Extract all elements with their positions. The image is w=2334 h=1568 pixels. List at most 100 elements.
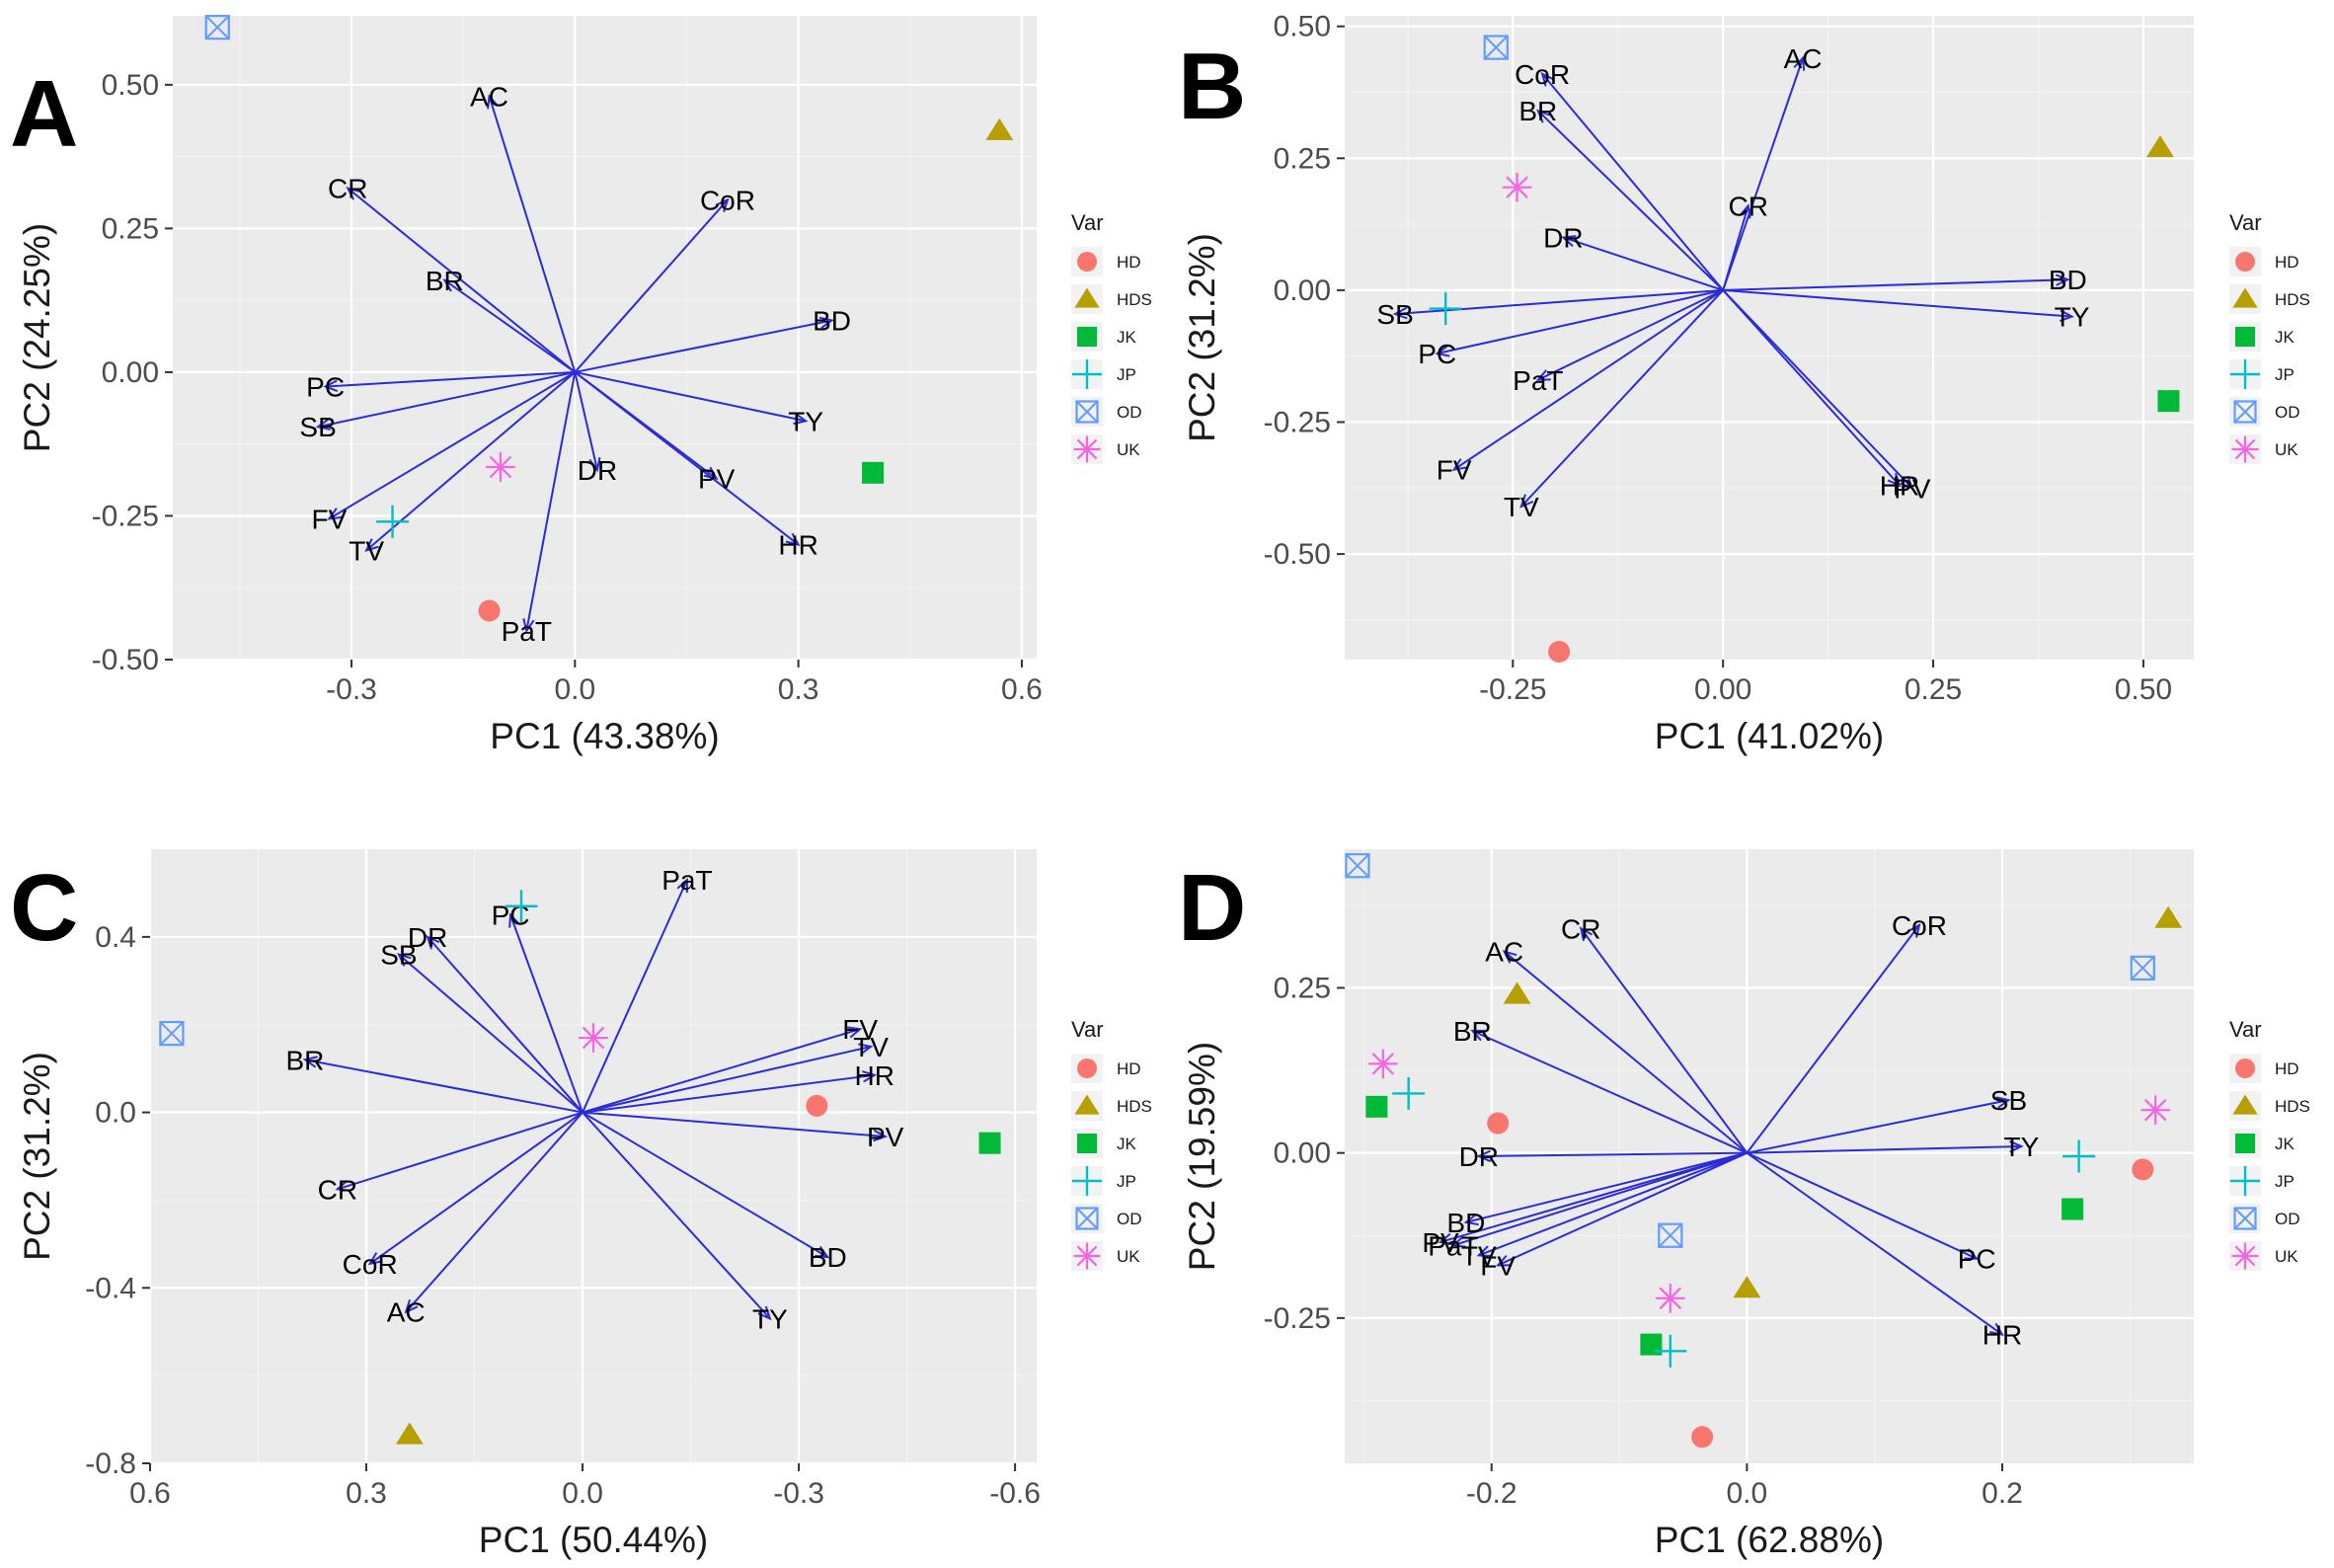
legend-key-uk xyxy=(2231,1242,2259,1270)
legend: Var HD HDS JK JP OD UK xyxy=(2229,210,2310,464)
point-hds xyxy=(1733,1276,1761,1298)
legend-label: HDS xyxy=(1117,1097,1152,1116)
point-jp xyxy=(505,890,538,923)
variable-label-fv: FV xyxy=(1480,1250,1516,1281)
legend-item-jk: JK xyxy=(1071,1129,1137,1158)
arrow-dr xyxy=(426,935,584,1114)
grid xyxy=(1345,16,2194,660)
legend-item-hds: HDS xyxy=(2229,1091,2310,1121)
legend-label: HD xyxy=(1117,253,1141,272)
legend-item-uk: UK xyxy=(1071,434,1140,464)
legend-label: UK xyxy=(2275,1247,2298,1266)
y-axis-title: PC2 (31.2%) xyxy=(1182,233,1222,442)
legend: Var HD HDS JK JP OD UK xyxy=(1071,1017,1152,1271)
variable-label-pc: PC xyxy=(492,901,530,931)
arrow-cor xyxy=(367,1111,584,1266)
point-jk xyxy=(862,461,885,484)
y-tick-label: -0.25 xyxy=(1264,1302,1331,1335)
variable-label-tv: TV xyxy=(1461,1240,1497,1271)
arrow-dr xyxy=(1561,235,1724,291)
x-axis-title: PC1 (62.88%) xyxy=(1655,1520,1884,1560)
variable-label-ac: AC xyxy=(1784,43,1823,74)
legend-key-hds xyxy=(2232,287,2258,308)
x-tick-label: 0.00 xyxy=(1694,673,1751,706)
legend-item-uk: UK xyxy=(1071,1241,1140,1271)
y-axis-title: PC2 (31.2%) xyxy=(17,1052,57,1261)
variable-label-pv: PV xyxy=(867,1122,904,1152)
y-tick-label: -0.25 xyxy=(92,500,159,532)
y-tick-label: -0.8 xyxy=(85,1448,136,1480)
panel-letter: C xyxy=(10,855,78,961)
panel-letter: B xyxy=(1178,34,1246,139)
point-uk xyxy=(1367,1049,1398,1079)
variable-label-sb: SB xyxy=(380,940,417,971)
y-tick-label: 0.25 xyxy=(1274,142,1331,175)
arrow-pat xyxy=(1450,1151,1748,1248)
legend-title: Var xyxy=(2229,210,2262,235)
arrow-cr xyxy=(1579,926,1749,1154)
legend-key-od xyxy=(1075,400,1099,424)
variable-label-fv: FV xyxy=(1437,455,1472,486)
y-tick-label: -0.50 xyxy=(1264,538,1331,571)
variable-label-sb: SB xyxy=(1990,1085,2027,1116)
legend-label: JK xyxy=(1117,1135,1137,1153)
variable-label-tv: TV xyxy=(853,1032,889,1062)
point-od xyxy=(1345,853,1370,879)
arrow-sb xyxy=(315,370,576,431)
x-axis-title: PC1 (50.44%) xyxy=(479,1520,708,1560)
y-axis-title: PC2 (19.59%) xyxy=(1182,1042,1222,1271)
legend-key-jp xyxy=(2230,1166,2260,1196)
arrow-cor xyxy=(1540,71,1724,291)
variable-label-fv: FV xyxy=(312,504,348,534)
variable-label-pat: PaT xyxy=(1428,1230,1478,1261)
legend-label: JK xyxy=(2275,1135,2295,1153)
arrow-bd xyxy=(575,316,834,373)
legend-label: UK xyxy=(2275,440,2298,459)
point-jp xyxy=(376,505,410,538)
panel-letter: D xyxy=(1178,855,1246,961)
variable-label-tv: TV xyxy=(1504,492,1539,522)
legend-key-jp xyxy=(1072,359,1102,389)
arrow-cr xyxy=(1722,203,1751,291)
point-od xyxy=(204,14,230,40)
variable-label-pc: PC xyxy=(306,371,345,402)
plot-background xyxy=(150,849,1037,1463)
legend-label: JP xyxy=(1117,1172,1136,1191)
variable-label-ty: TY xyxy=(2004,1132,2040,1162)
legend-label: JK xyxy=(1117,328,1137,347)
y-tick-label: -0.50 xyxy=(92,644,159,676)
arrow-pv xyxy=(1438,1151,1748,1245)
legend-item-jk: JK xyxy=(1071,322,1137,352)
point-uk xyxy=(486,452,515,482)
panel-c: 0.6 0.3 0.0 -0.3 -0.6 -0.8 -0.4 0.0 0.4 PaT PC DRSB… xyxy=(10,849,1152,1560)
x-tick-label: -0.25 xyxy=(1479,673,1546,706)
arrow-pc xyxy=(1435,288,1724,357)
panel-d: -0.2 0.0 0.2 -0.25 0.00 0.25 CR CoR AC BR SB TY DR BD… xyxy=(1178,849,2310,1560)
arrow-ac xyxy=(1502,950,1749,1154)
legend: Var HD HDS JK JP OD UK xyxy=(1071,210,1152,464)
variable-label-bd: BD xyxy=(1446,1208,1485,1238)
variable-label-ac: AC xyxy=(1485,937,1523,968)
legend-label: UK xyxy=(1117,440,1140,459)
arrow-hr xyxy=(1722,289,1902,488)
legend-key-jp xyxy=(1072,1166,1102,1196)
arrow-bd xyxy=(1723,274,2070,291)
loading-arrows xyxy=(315,94,834,634)
legend-key-hds xyxy=(1074,1094,1100,1115)
loading-arrows xyxy=(1392,55,2074,509)
variable-label-dr: DR xyxy=(578,455,617,486)
point-jp xyxy=(1392,1076,1426,1110)
legend-label: OD xyxy=(2275,403,2300,422)
legend-key-uk xyxy=(2231,435,2259,463)
variable-label-br: BR xyxy=(1453,1016,1492,1047)
variable-label-pc: PC xyxy=(1418,339,1456,369)
variable-label-ac: AC xyxy=(470,82,508,113)
legend-label: HD xyxy=(1117,1059,1141,1078)
variable-label-pv: PV xyxy=(698,464,736,495)
legend-item-od: OD xyxy=(1071,397,1142,427)
legend-title: Var xyxy=(2229,1017,2262,1042)
variable-label-pv: PV xyxy=(1894,473,1931,504)
